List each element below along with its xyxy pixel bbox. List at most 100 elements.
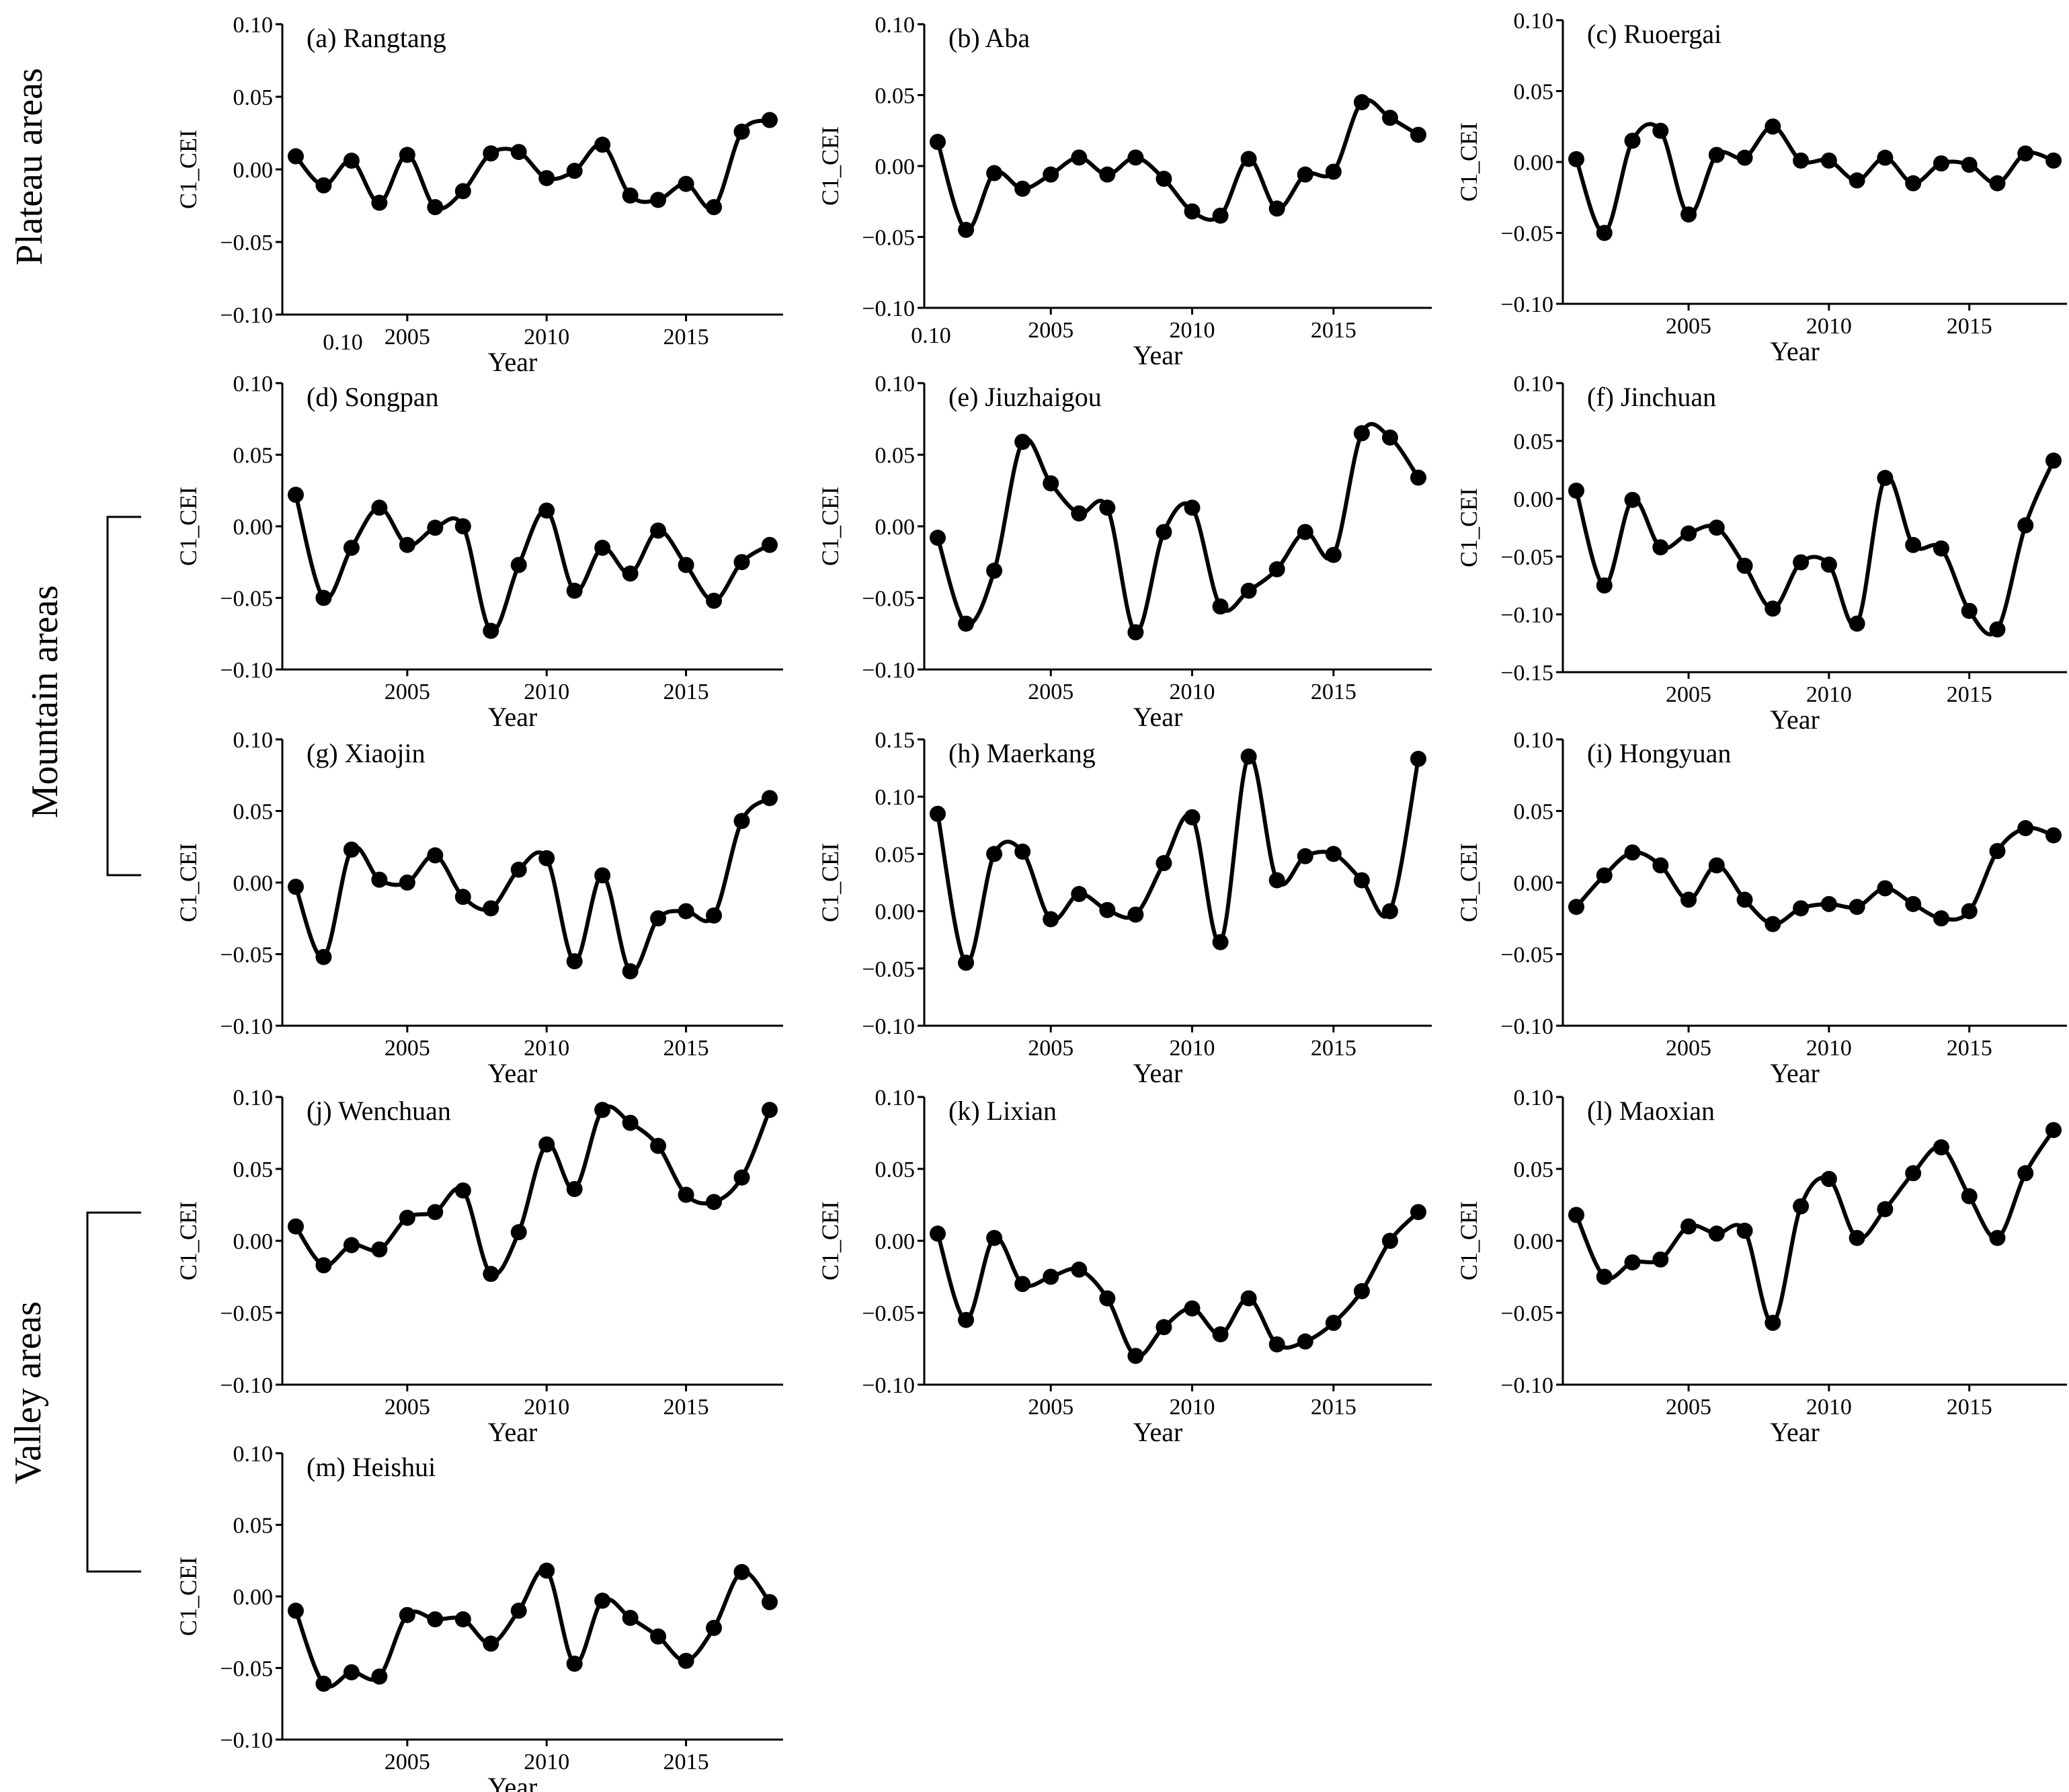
x-tick-label: 2015 [663,1036,709,1061]
panel-5: 0.10 0.05 0.00 −0.05 −0.10 2005 2010 2015 Year C1… [817,372,1432,732]
data-point [1297,848,1313,864]
data-point [454,1182,471,1199]
y-tick-label: −0.10 [1500,1373,1553,1398]
y-tick-label: −0.15 [1500,661,1553,686]
data-point [2045,452,2062,469]
x-tick-label: 2010 [524,1395,569,1420]
data-point [1989,1229,2006,1246]
y-axis-label: C1_CEI [817,1201,844,1280]
data-point [1933,155,1949,172]
y-tick-label: 0.10 [1514,9,1554,34]
x-tick-label: 2005 [1028,318,1073,343]
x-tick-label: 2005 [384,1395,430,1420]
x-tick-label: 2015 [1311,680,1356,704]
y-tick-label: −0.10 [1500,1014,1553,1039]
data-point [1043,475,1059,492]
data-point [1099,166,1116,183]
panel-title: (l) Maoxian [1587,1096,1715,1126]
y-axis-label: C1_CEI [817,487,844,566]
y-tick-label: −0.05 [862,1301,915,1326]
y-tick-label: −0.10 [862,296,915,321]
x-tick-label: 2015 [1947,314,1992,339]
data-point [454,1611,471,1628]
data-point [1849,615,1865,632]
data-point [650,522,667,539]
data-point [1071,505,1088,522]
data-point [510,1224,527,1241]
data-point [1381,110,1398,126]
series-line [1574,825,2056,926]
data-point [1410,1204,1426,1221]
data-point [427,1611,444,1628]
data-point [427,847,444,864]
data-point [343,842,360,858]
x-tick-label: 2010 [524,1036,569,1061]
data-point [1680,891,1697,908]
data-point [1905,1165,1922,1182]
data-point [1297,1333,1313,1350]
data-point [1268,872,1285,889]
x-tick-label: 2015 [1947,682,1992,707]
y-tick-label: 0.00 [1514,871,1554,896]
y-tick-label: 0.05 [233,1157,274,1182]
data-point [958,221,975,238]
y-tick-label: −0.10 [862,1014,915,1039]
x-tick-label: 2015 [1311,1395,1356,1420]
data-point [510,557,527,573]
x-axis-label: Year [488,1772,538,1792]
y-tick-label: 0.10 [233,13,274,38]
data-point [1764,1314,1781,1331]
data-point [1014,1276,1031,1293]
data-point [706,907,723,924]
panel-title: (m) Heishui [307,1452,436,1482]
data-point [678,175,694,192]
y-tick-label: 0.05 [233,444,274,469]
data-point [1268,200,1285,217]
data-point [1099,1290,1116,1307]
data-point [622,1114,639,1131]
x-tick-label: 2005 [1666,682,1711,707]
data-point [1184,499,1201,516]
x-tick-label: 2015 [663,680,709,704]
panel-title: (a) Rangtang [307,23,446,53]
data-point [288,487,304,503]
x-tick-label: 2015 [1311,1036,1356,1061]
data-point [762,112,778,128]
data-point [1212,598,1229,615]
data-point [1127,149,1144,166]
data-point [1381,1233,1398,1249]
panel-9: 0.10 0.05 0.00 −0.05 −0.10 2005 2010 2015 Year C1… [1455,728,2067,1088]
data-point [1877,470,1894,487]
data-point [288,1602,304,1619]
data-point [454,518,471,534]
data-point [1014,180,1031,197]
data-point [1961,157,1978,173]
data-point [1099,499,1116,516]
data-point [1410,126,1426,143]
data-point [1989,843,2006,860]
data-point [1933,540,1949,557]
x-axis-label: Year [1133,1058,1183,1088]
y-tick-label: −0.05 [1500,1301,1553,1326]
y-tick-label: −0.10 [220,1373,273,1398]
y-tick-label: 0.10 [233,372,274,397]
x-axis-label: Year [488,1058,538,1088]
data-point [1155,170,1172,187]
x-tick-label: 2010 [1806,682,1852,707]
y-tick-label: 0.05 [1514,80,1554,105]
data-point [1793,554,1810,571]
data-point [1905,175,1922,192]
data-point [399,147,415,163]
data-point [1240,151,1257,167]
data-point [1961,903,1978,920]
series-line [294,118,772,211]
series-line [936,421,1420,635]
data-point [483,622,499,639]
series-line [1574,458,2056,637]
y-tick-label: 0.00 [1514,487,1554,512]
data-point [1820,152,1837,169]
data-point [1071,149,1088,166]
data-point [1353,425,1370,442]
data-point [986,846,1003,862]
y-tick-label: −0.05 [220,1301,273,1326]
